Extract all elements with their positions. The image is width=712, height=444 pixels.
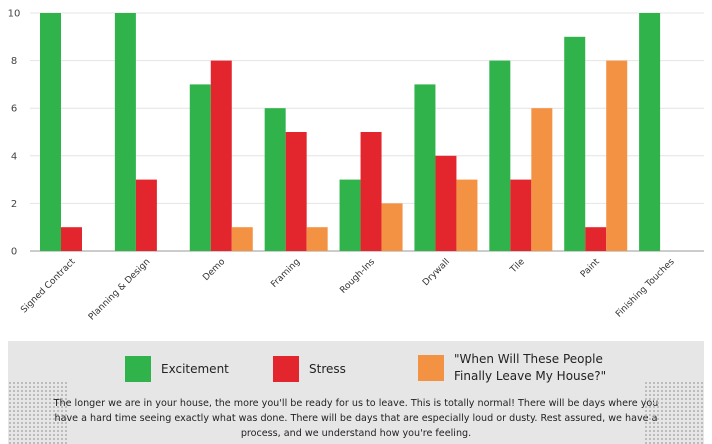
legend-label-leave-line1: "When Will These People — [454, 352, 603, 366]
x-tick-label: Planning & Design — [87, 257, 152, 322]
legend-panel: Excitement Stress "When Will These Peopl… — [8, 341, 704, 444]
legend: Excitement Stress "When Will These Peopl… — [8, 351, 704, 387]
y-tick-label: 6 — [11, 104, 17, 115]
x-tick-label: Drywall — [421, 257, 452, 288]
bar — [339, 179, 361, 251]
x-tick-label: Rough-Ins — [338, 257, 377, 296]
bar — [135, 179, 157, 251]
x-tick-label: Demo — [201, 257, 227, 283]
legend-swatch-leave — [418, 355, 444, 381]
bar — [489, 60, 511, 251]
bar — [564, 36, 586, 251]
bar — [61, 227, 82, 251]
legend-item-stress: Stress — [273, 356, 346, 382]
y-tick-label: 0 — [11, 247, 17, 258]
bar — [231, 227, 253, 251]
legend-label-leave-line2: Finally Leave My House?" — [454, 369, 607, 383]
legend-label-leave: "When Will These People Finally Leave My… — [454, 351, 606, 385]
bar — [414, 84, 436, 252]
x-tick-label: Signed Contract — [19, 257, 78, 316]
bar — [531, 108, 553, 251]
legend-label-stress: Stress — [309, 361, 346, 376]
y-tick-label: 10 — [8, 9, 21, 20]
legend-swatch-excitement — [125, 356, 151, 382]
bar — [381, 203, 403, 251]
x-tick-label: Paint — [579, 257, 602, 280]
y-tick-label: 2 — [11, 199, 17, 210]
legend-item-excitement: Excitement — [125, 356, 229, 382]
bar — [285, 132, 307, 251]
x-tick-label: Framing — [269, 257, 302, 290]
bar — [210, 60, 232, 251]
x-tick-label: Finishing Touches — [614, 257, 677, 320]
bar — [360, 132, 382, 251]
bar — [306, 227, 328, 251]
bar — [456, 179, 478, 251]
bar — [639, 13, 661, 251]
bar — [585, 227, 607, 251]
y-axis-ticks: 0 2 4 6 8 10 — [8, 9, 21, 258]
bar — [510, 179, 532, 251]
x-axis-ticks: Signed Contract Planning & Design Demo Fram… — [19, 257, 677, 323]
renovation-feelings-chart: 0 2 4 6 8 10 Signed Contract Planning & Design… — [8, 9, 704, 323]
y-tick-label: 8 — [11, 56, 17, 67]
y-tick-label: 4 — [11, 151, 17, 162]
bar — [264, 108, 286, 251]
legend-label-excitement: Excitement — [161, 361, 229, 376]
bar — [40, 13, 61, 251]
bar — [435, 155, 457, 251]
x-tick-label: Tile — [508, 257, 527, 276]
legend-item-leave: "When Will These People Finally Leave My… — [418, 351, 606, 385]
bar — [114, 13, 136, 251]
footnote: The longer we are in your house, the mor… — [53, 398, 659, 439]
legend-swatch-stress — [273, 356, 299, 382]
bar — [606, 60, 628, 251]
bars — [40, 13, 661, 252]
bar — [189, 84, 211, 252]
